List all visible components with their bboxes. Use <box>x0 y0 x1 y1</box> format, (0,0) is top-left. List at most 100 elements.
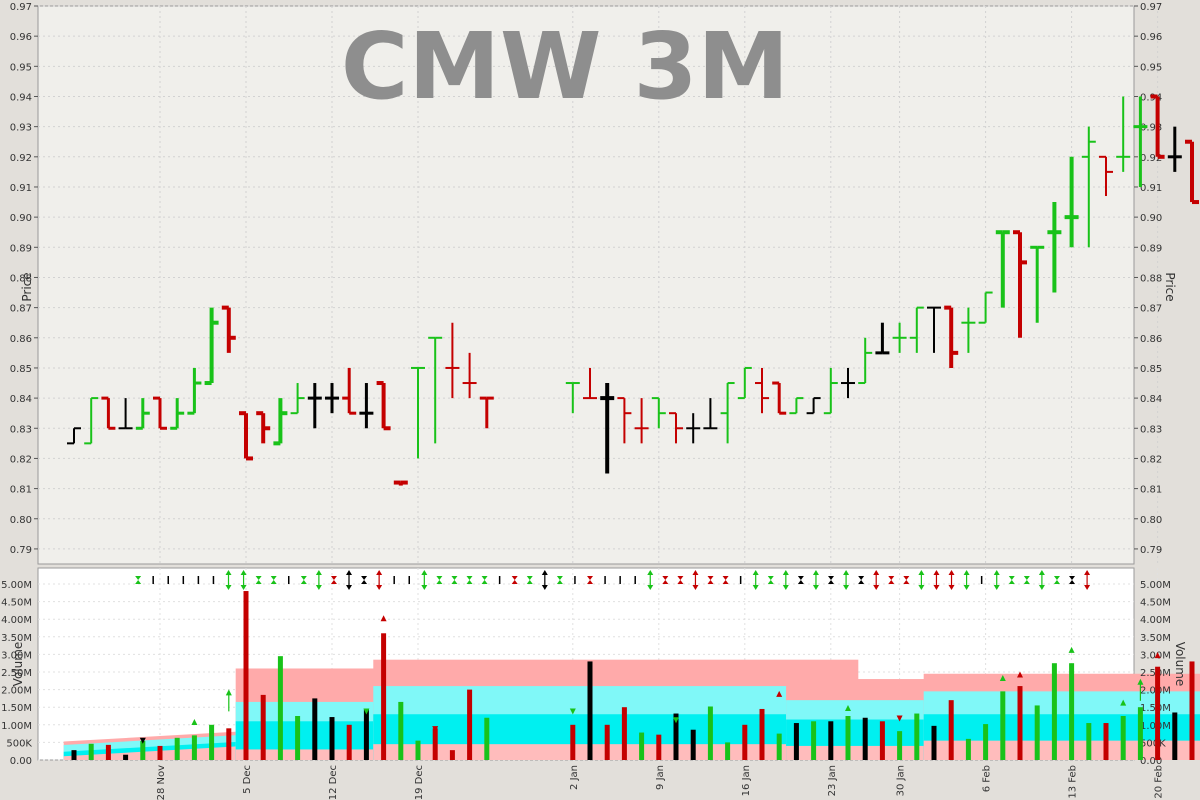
volume-tick-label: 3.00M <box>1140 650 1171 661</box>
volume-down-marker <box>569 708 576 715</box>
signal-hourglass <box>466 576 473 584</box>
volume-tick-label: 3.50M <box>1 633 32 644</box>
volume-bar <box>811 721 817 760</box>
signal-up-arrow <box>1038 570 1045 575</box>
date-tick-label: 23 Jan <box>827 765 838 796</box>
volume-bar <box>845 716 851 760</box>
volume-bar <box>673 713 679 760</box>
signal-hourglass <box>526 576 533 584</box>
signal-up-arrow <box>225 570 232 575</box>
volume-up-marker <box>999 675 1006 682</box>
price-tick-label: 0.79 <box>1140 545 1162 556</box>
volume-bar <box>398 701 404 760</box>
signal-down-arrow <box>782 585 789 590</box>
volume-bar <box>449 750 455 760</box>
volume-bar <box>295 716 301 760</box>
volume-bar <box>88 743 94 760</box>
signal-hourglass <box>451 576 458 584</box>
signal-up-arrow <box>315 570 322 575</box>
date-tick-label: 12 Dec <box>328 765 339 800</box>
signal-up-arrow <box>963 570 970 575</box>
signal-hourglass <box>767 576 774 584</box>
price-tick-label: 0.82 <box>1140 454 1162 465</box>
date-tick-label: 20 Feb <box>1154 765 1165 799</box>
volume-bar <box>484 717 490 760</box>
date-tick-label: 19 Dec <box>414 765 425 800</box>
date-tick-label: 6 Feb <box>982 765 993 792</box>
price-tick-label: 0.97 <box>10 2 32 13</box>
volume-tick-label: 4.50M <box>1140 598 1171 609</box>
signal-down-arrow <box>240 585 247 590</box>
signal-hourglass <box>135 576 142 584</box>
volume-up-marker <box>1120 699 1127 706</box>
volume-band-base <box>373 744 859 760</box>
signal-down-arrow <box>647 585 654 590</box>
volume-down-marker <box>673 717 679 724</box>
volume-bar <box>879 721 885 760</box>
volume-bar <box>1000 691 1006 760</box>
signal-hourglass <box>300 576 307 584</box>
volume-bar <box>105 744 111 760</box>
price-tick-label: 0.92 <box>1140 153 1162 164</box>
signal-down-arrow <box>225 585 232 590</box>
volume-arrow-head <box>225 689 232 696</box>
volume-tick-label: 1.00M <box>1 721 32 732</box>
volume-up-marker <box>1154 652 1161 659</box>
price-tick-label: 0.93 <box>10 123 32 134</box>
volume-tick-label: 500K <box>6 738 32 749</box>
signal-down-arrow <box>993 585 1000 590</box>
volume-tick-label: 0.00 <box>1140 756 1162 767</box>
volume-bar <box>312 698 318 760</box>
volume-bar <box>157 745 163 760</box>
date-tick-label: 5 Dec <box>242 765 253 794</box>
date-tick-label: 30 Jan <box>896 765 907 796</box>
volume-bar <box>191 735 197 760</box>
signal-up-arrow <box>421 570 428 575</box>
signal-up-arrow <box>1084 570 1091 575</box>
volume-tick-label: 5.00M <box>1140 580 1171 591</box>
volume-bar <box>639 732 645 760</box>
signal-down-arrow <box>752 585 759 590</box>
signal-hourglass <box>436 576 443 584</box>
volume-bar <box>1189 661 1195 760</box>
signal-hourglass <box>255 576 262 584</box>
price-tick-label: 0.84 <box>10 394 32 405</box>
volume-tick-label: 4.00M <box>1140 615 1171 626</box>
signal-down-arrow <box>346 585 353 590</box>
price-tick-label: 0.95 <box>10 62 32 73</box>
volume-bar <box>965 738 971 760</box>
signal-up-arrow <box>541 570 548 575</box>
signal-hourglass <box>330 576 337 584</box>
volume-bar <box>914 713 920 760</box>
volume-bar <box>621 707 627 760</box>
volume-bar <box>742 724 748 760</box>
signal-up-arrow <box>812 570 819 575</box>
volume-bar <box>123 754 129 760</box>
volume-down-marker <box>896 715 903 722</box>
volume-up-marker <box>380 615 387 622</box>
volume-bar <box>71 750 77 760</box>
signal-down-arrow <box>873 585 880 590</box>
price-tick-label: 0.83 <box>1140 424 1162 435</box>
signal-up-arrow <box>782 570 789 575</box>
price-tick-label: 0.89 <box>10 243 32 254</box>
signal-down-arrow <box>963 585 970 590</box>
volume-tick-label: 5.00M <box>1 580 32 591</box>
signal-hourglass <box>587 576 594 584</box>
signal-hourglass <box>1069 576 1076 584</box>
volume-axis-label-right: Volume <box>1173 642 1187 687</box>
volume-bar <box>931 725 937 760</box>
signal-up-arrow <box>873 570 880 575</box>
price-tick-label: 0.90 <box>10 213 32 224</box>
signal-hourglass <box>1023 576 1030 584</box>
price-plot-area <box>37 5 1135 565</box>
volume-bar <box>570 724 576 760</box>
x-ticks: 28 Nov 5 Dec 12 Dec 19 Dec 2 Jan 9 Jan 16 Jan 2… <box>156 765 1165 800</box>
volume-band-base <box>923 740 1200 760</box>
volume-bar <box>1155 666 1161 760</box>
volume-bar <box>209 724 215 760</box>
signal-hourglass <box>722 576 729 584</box>
signal-up-arrow <box>240 570 247 575</box>
volume-bar <box>140 740 146 760</box>
